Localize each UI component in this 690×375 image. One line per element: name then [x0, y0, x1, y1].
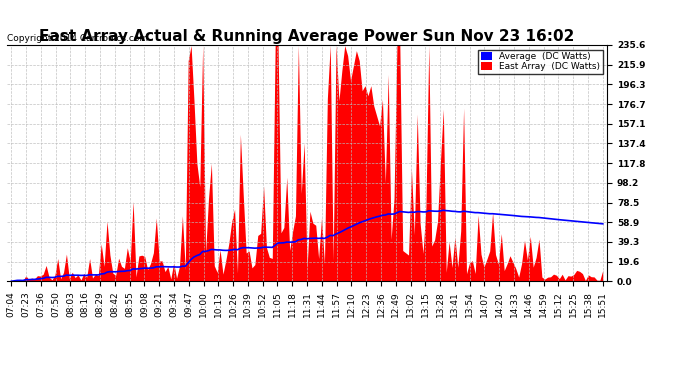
Text: Copyright 2014 Cartronics.com: Copyright 2014 Cartronics.com — [7, 34, 148, 43]
Title: East Array Actual & Running Average Power Sun Nov 23 16:02: East Array Actual & Running Average Powe… — [39, 29, 575, 44]
Legend: Average  (DC Watts), East Array  (DC Watts): Average (DC Watts), East Array (DC Watts… — [478, 50, 602, 74]
